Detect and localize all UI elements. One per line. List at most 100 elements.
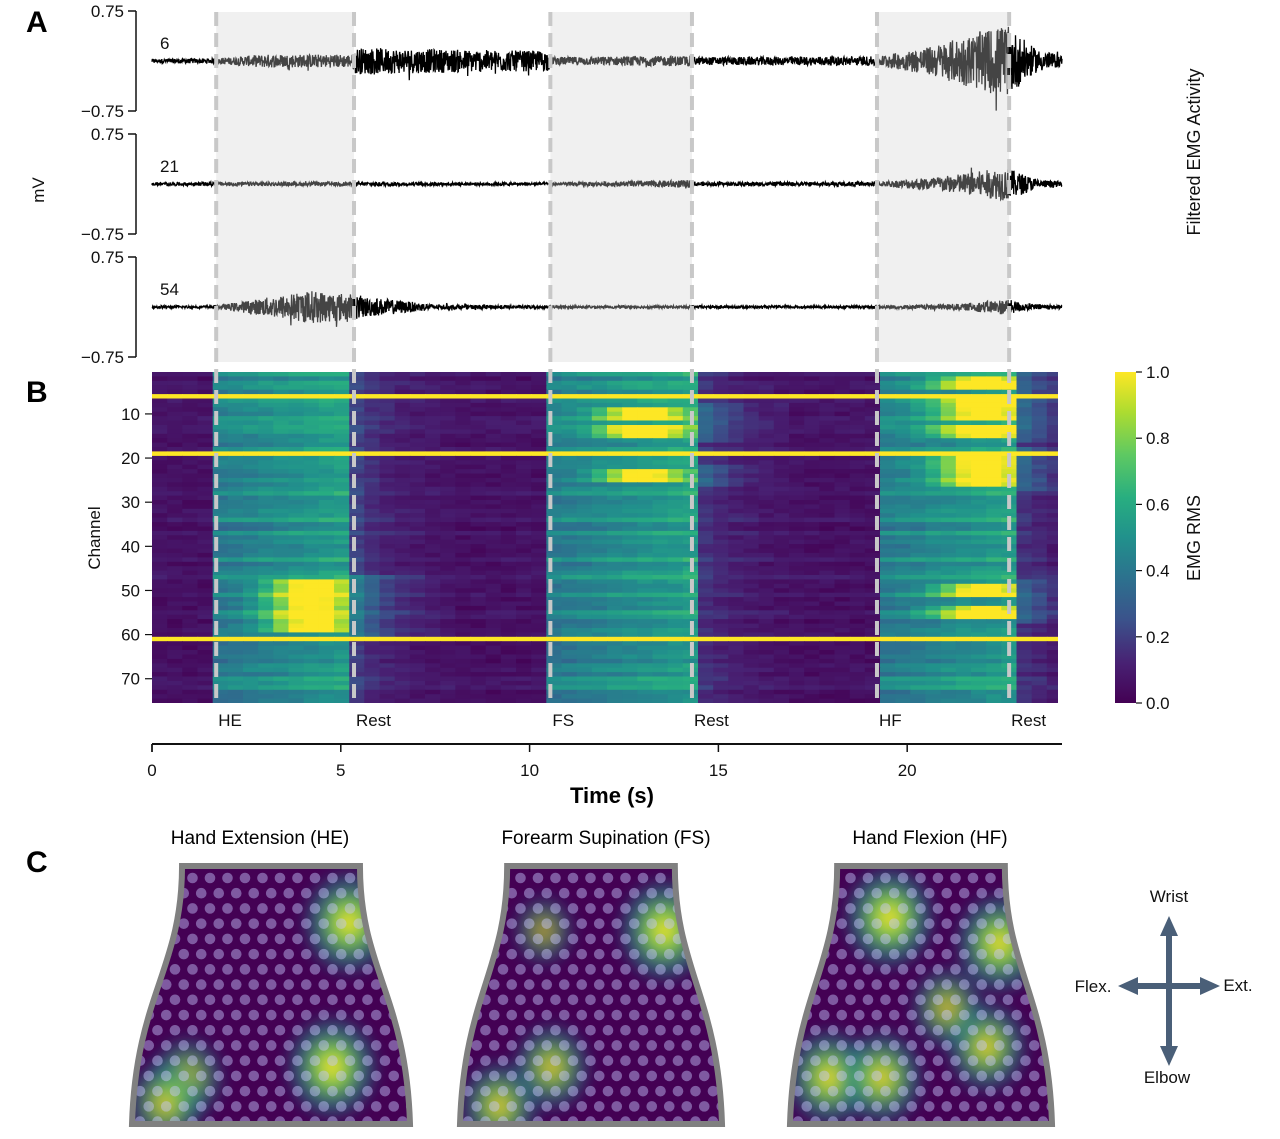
electrode-dot — [222, 964, 233, 975]
heatmap-cell — [864, 447, 881, 452]
electrode-dot — [143, 979, 155, 990]
heatmap-cell — [1016, 477, 1033, 483]
heatmap-cell — [607, 407, 623, 413]
heatmap-cell — [364, 623, 381, 629]
heatmap-cell — [971, 623, 987, 629]
heatmap-cell — [622, 685, 638, 691]
heatmap-cell — [1031, 407, 1048, 413]
heatmap-cell — [440, 641, 456, 647]
heatmap-cell — [728, 614, 745, 620]
heatmap-cell — [379, 588, 396, 594]
heatmap-cell — [773, 636, 790, 642]
heatmap-cell — [258, 654, 274, 660]
heatmap-cell — [303, 372, 320, 377]
electrode-dot — [195, 1101, 207, 1112]
heatmap-cell — [425, 491, 441, 497]
heatmap-cell — [698, 447, 714, 452]
heatmap-cell — [470, 425, 487, 430]
heatmap-cell — [303, 504, 320, 510]
heatmap-cell — [576, 491, 593, 497]
heatmap-cell — [910, 504, 927, 510]
heatmap-cell — [576, 561, 593, 567]
heatmap-cell — [1046, 451, 1058, 457]
heatmap-cell — [531, 469, 547, 475]
heatmap-cell — [834, 500, 851, 505]
heatmap-cell — [167, 592, 183, 598]
heatmap-cell — [652, 380, 669, 386]
heatmap-cell — [440, 566, 456, 572]
electrode-dot — [187, 1024, 198, 1036]
heatmap-cell — [394, 628, 411, 633]
heatmap-cell — [152, 517, 168, 523]
heatmap-cell — [409, 447, 426, 452]
electrode-dot — [379, 1024, 391, 1036]
heatmap-cell — [940, 588, 957, 594]
heatmap-cell — [182, 689, 199, 695]
heatmap-cell — [379, 628, 396, 633]
heatmap-cell — [728, 579, 745, 585]
heatmap-cell — [500, 469, 517, 475]
electrode-dot — [388, 948, 400, 960]
heatmap-cell — [303, 698, 320, 703]
heatmap-cell — [667, 460, 684, 466]
heatmap-cell — [667, 425, 684, 430]
heatmap-cell — [364, 592, 381, 598]
heatmap-cell — [167, 561, 183, 567]
heatmap-cell — [698, 455, 714, 461]
heatmap-cell — [758, 619, 775, 625]
heatmap-cell — [470, 376, 487, 382]
heatmap-cell — [531, 605, 547, 611]
heatmap-cell — [1016, 491, 1033, 497]
heatmap-cell — [1016, 680, 1033, 686]
heatmap-cell — [227, 605, 244, 611]
heatmap-cell — [440, 628, 456, 633]
heatmap-cell — [955, 522, 972, 528]
heatmap-cell — [910, 628, 927, 633]
heatmap-cell — [425, 570, 441, 576]
heatmap-cell — [1031, 539, 1048, 545]
heatmap-cell — [470, 561, 487, 567]
heatmap-cell — [394, 504, 411, 510]
heatmap-cell — [303, 641, 320, 647]
heatmap-cell — [955, 385, 972, 391]
heatmap-cell — [1046, 557, 1058, 563]
heatmap-cell — [561, 491, 578, 497]
heatmap-cell — [212, 380, 229, 386]
heatmap-cell — [1016, 694, 1033, 700]
heatmap-cell — [955, 420, 972, 426]
heatmap-cell — [516, 460, 532, 466]
channel-tick-label: 70 — [121, 670, 140, 689]
panel-b-ylabel: Channel — [85, 506, 104, 569]
panel-c-maps: Hand Extension (HE) Forearm Supination (… — [128, 828, 1253, 1127]
heatmap-cell — [925, 376, 942, 382]
heatmap-cell — [470, 654, 487, 660]
heatmap-cell — [516, 407, 532, 413]
heatmap-cell — [652, 455, 669, 461]
heatmap-cell — [955, 513, 972, 519]
heatmap-cell — [789, 442, 805, 448]
heatmap-cell — [728, 557, 745, 563]
heatmap-cell — [227, 694, 244, 700]
heatmap-cell — [925, 482, 942, 488]
heatmap-cell — [804, 438, 820, 444]
heatmap-cell — [864, 667, 881, 673]
heatmap-cell — [516, 385, 532, 391]
heatmap-cell — [288, 566, 305, 572]
heatmap-cell — [561, 557, 578, 563]
heatmap-cell — [561, 442, 578, 448]
heatmap-cell — [1031, 676, 1048, 682]
electrode-dot — [248, 1101, 260, 1112]
heatmap-row — [152, 605, 1058, 611]
heatmap-cell — [895, 433, 911, 439]
heatmap-cell — [652, 685, 669, 691]
heatmap-cell — [364, 619, 381, 625]
heatmap-cell — [182, 583, 199, 589]
heatmap-cell — [182, 407, 199, 413]
heatmap-cell — [591, 658, 608, 664]
heatmap-cell — [955, 539, 972, 545]
heatmap-cell — [318, 552, 335, 558]
heatmap-cell — [273, 592, 290, 598]
heatmap-cell — [728, 610, 745, 616]
heatmap-cell — [455, 513, 472, 519]
heatmap-cell — [910, 650, 927, 655]
